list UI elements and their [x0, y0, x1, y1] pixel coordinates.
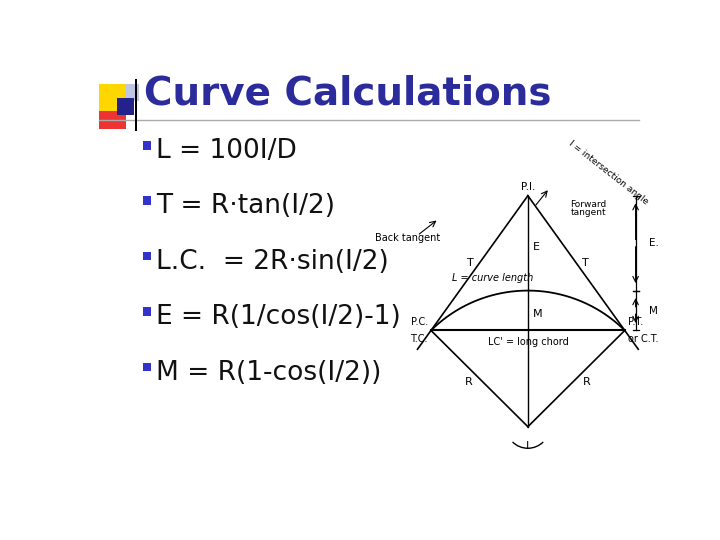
Bar [143, 197, 151, 205]
Text: M = R(1-cos(I/2)): M = R(1-cos(I/2)) [156, 360, 382, 386]
Bar [143, 252, 151, 260]
Bar [99, 102, 127, 129]
Text: T = R·tan(I/2): T = R·tan(I/2) [156, 193, 335, 219]
Text: Curve Calculations: Curve Calculations [144, 75, 552, 112]
Text: T: T [582, 258, 589, 268]
Bar [117, 84, 139, 101]
Bar [117, 98, 134, 115]
Text: E.: E. [649, 238, 659, 248]
Text: tangent: tangent [570, 208, 606, 217]
Bar [143, 141, 151, 150]
Bar [135, 79, 138, 131]
Text: R: R [464, 377, 472, 387]
Text: T: T [467, 258, 474, 268]
Text: L = curve length: L = curve length [452, 273, 534, 284]
Text: R: R [583, 377, 591, 387]
Text: LC' = long chord: LC' = long chord [487, 336, 568, 347]
Text: E = R(1/cos(I/2)-1): E = R(1/cos(I/2)-1) [156, 304, 400, 330]
Text: E: E [533, 242, 539, 252]
Text: P.C.: P.C. [410, 318, 428, 327]
Text: Forward: Forward [570, 200, 607, 208]
Text: or C.T.: or C.T. [628, 334, 658, 343]
Text: P.I.: P.I. [521, 182, 535, 192]
Text: M: M [533, 309, 542, 319]
Text: I = intersection angle: I = intersection angle [567, 139, 649, 206]
Text: P.T.: P.T. [628, 318, 643, 327]
Bar [143, 307, 151, 316]
Text: L = 100I/D: L = 100I/D [156, 138, 297, 164]
Bar [99, 84, 127, 111]
Text: M: M [649, 306, 657, 315]
Text: Back tangent: Back tangent [375, 233, 441, 243]
Text: T.C.: T.C. [410, 334, 428, 343]
Text: L.C.  = 2R·sin(I/2): L.C. = 2R·sin(I/2) [156, 249, 389, 275]
Bar [143, 363, 151, 372]
Text: I: I [526, 441, 529, 450]
